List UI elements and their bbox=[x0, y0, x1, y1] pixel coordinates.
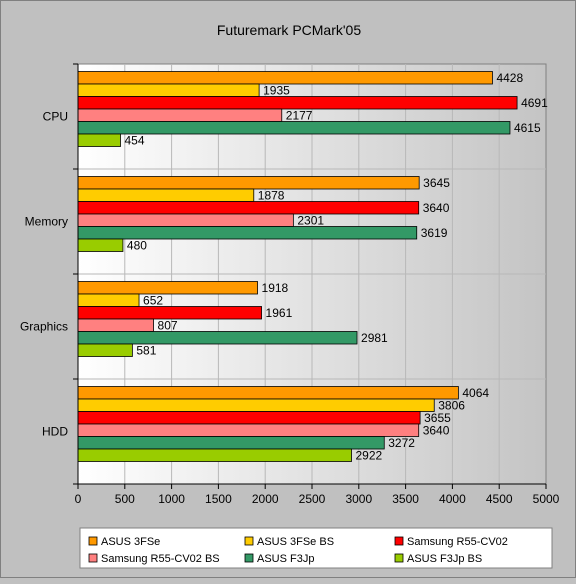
data-label: 454 bbox=[124, 133, 144, 147]
bar bbox=[77, 108, 283, 122]
x-tick-label: 0 bbox=[75, 492, 82, 506]
axes: 0 500 1000 1500 2000 2500 3000 3500 4000 4500 5000… bbox=[20, 63, 560, 506]
x-tick-label: 5000 bbox=[533, 492, 560, 506]
x-tick-label: 2500 bbox=[299, 492, 326, 506]
data-label: 4615 bbox=[514, 121, 541, 135]
bar bbox=[77, 436, 385, 450]
bar bbox=[77, 71, 493, 85]
bar bbox=[77, 201, 420, 215]
bar bbox=[77, 398, 435, 412]
x-tick-label: 4500 bbox=[486, 492, 513, 506]
bar bbox=[77, 133, 121, 147]
legend: ASUS 3FSe ASUS 3FSe BS Samsung R55-CV02 Sam… bbox=[79, 527, 553, 569]
bar bbox=[77, 318, 154, 332]
bar bbox=[77, 331, 358, 345]
legend-box bbox=[79, 527, 553, 569]
bar bbox=[77, 423, 420, 437]
legend-label: ASUS 3FSe bbox=[101, 536, 160, 548]
data-label: 4428 bbox=[496, 71, 523, 85]
bar bbox=[77, 238, 124, 252]
data-label: 4064 bbox=[462, 386, 489, 400]
x-tick-label: 500 bbox=[115, 492, 135, 506]
data-label: 807 bbox=[158, 318, 178, 332]
bar bbox=[77, 83, 260, 97]
data-label: 3655 bbox=[424, 411, 451, 425]
legend-swatch bbox=[88, 536, 98, 546]
data-label: 1935 bbox=[263, 83, 290, 97]
category-label: CPU bbox=[43, 110, 68, 124]
data-label: 3640 bbox=[423, 201, 450, 215]
data-label: 1918 bbox=[262, 281, 289, 295]
bar bbox=[77, 343, 133, 357]
data-label: 1878 bbox=[258, 188, 285, 202]
x-tick-label: 1500 bbox=[205, 492, 232, 506]
category-label: Graphics bbox=[20, 320, 68, 334]
x-tick-label: 1000 bbox=[158, 492, 185, 506]
bar bbox=[77, 386, 459, 400]
data-label: 581 bbox=[136, 343, 156, 357]
bar bbox=[77, 293, 140, 307]
data-label: 3619 bbox=[421, 226, 448, 240]
legend-swatch bbox=[88, 553, 98, 563]
legend-label: ASUS F3Jp bbox=[257, 553, 314, 565]
legend-label: ASUS 3FSe BS bbox=[257, 536, 334, 548]
bar bbox=[77, 188, 255, 202]
data-label: 1961 bbox=[266, 306, 293, 320]
data-label: 2981 bbox=[361, 331, 388, 345]
x-tick-label: 4000 bbox=[439, 492, 466, 506]
legend-swatch bbox=[394, 536, 404, 546]
x-tick-label: 2000 bbox=[252, 492, 279, 506]
bar bbox=[77, 96, 518, 110]
bar bbox=[77, 411, 421, 425]
bar bbox=[77, 281, 258, 295]
bar bbox=[77, 213, 294, 227]
data-label: 3272 bbox=[388, 436, 415, 450]
legend-swatch bbox=[244, 553, 254, 563]
x-tick-label: 3500 bbox=[392, 492, 419, 506]
bar bbox=[77, 448, 352, 462]
legend-label: Samsung R55-CV02 bbox=[407, 536, 508, 548]
legend-label: ASUS F3Jp BS bbox=[407, 553, 482, 565]
data-label: 3645 bbox=[423, 176, 450, 190]
bar bbox=[77, 226, 418, 240]
bar bbox=[77, 121, 511, 135]
x-tick-label: 3000 bbox=[345, 492, 372, 506]
legend-label: Samsung R55-CV02 BS bbox=[101, 553, 220, 565]
data-label: 4691 bbox=[521, 96, 548, 110]
data-label: 2922 bbox=[355, 448, 382, 462]
data-label: 652 bbox=[143, 293, 163, 307]
legend-swatch bbox=[244, 536, 254, 546]
data-label: 2177 bbox=[286, 108, 313, 122]
category-label: HDD bbox=[42, 425, 68, 439]
bar bbox=[77, 306, 262, 320]
bar bbox=[77, 176, 420, 190]
chart-title: Futuremark PCMark'05 bbox=[217, 22, 361, 38]
data-label: 2301 bbox=[297, 213, 324, 227]
data-label: 480 bbox=[127, 238, 147, 252]
legend-swatch bbox=[394, 553, 404, 563]
category-label: Memory bbox=[25, 215, 68, 229]
data-label: 3640 bbox=[423, 423, 450, 437]
data-label: 3806 bbox=[438, 398, 465, 412]
